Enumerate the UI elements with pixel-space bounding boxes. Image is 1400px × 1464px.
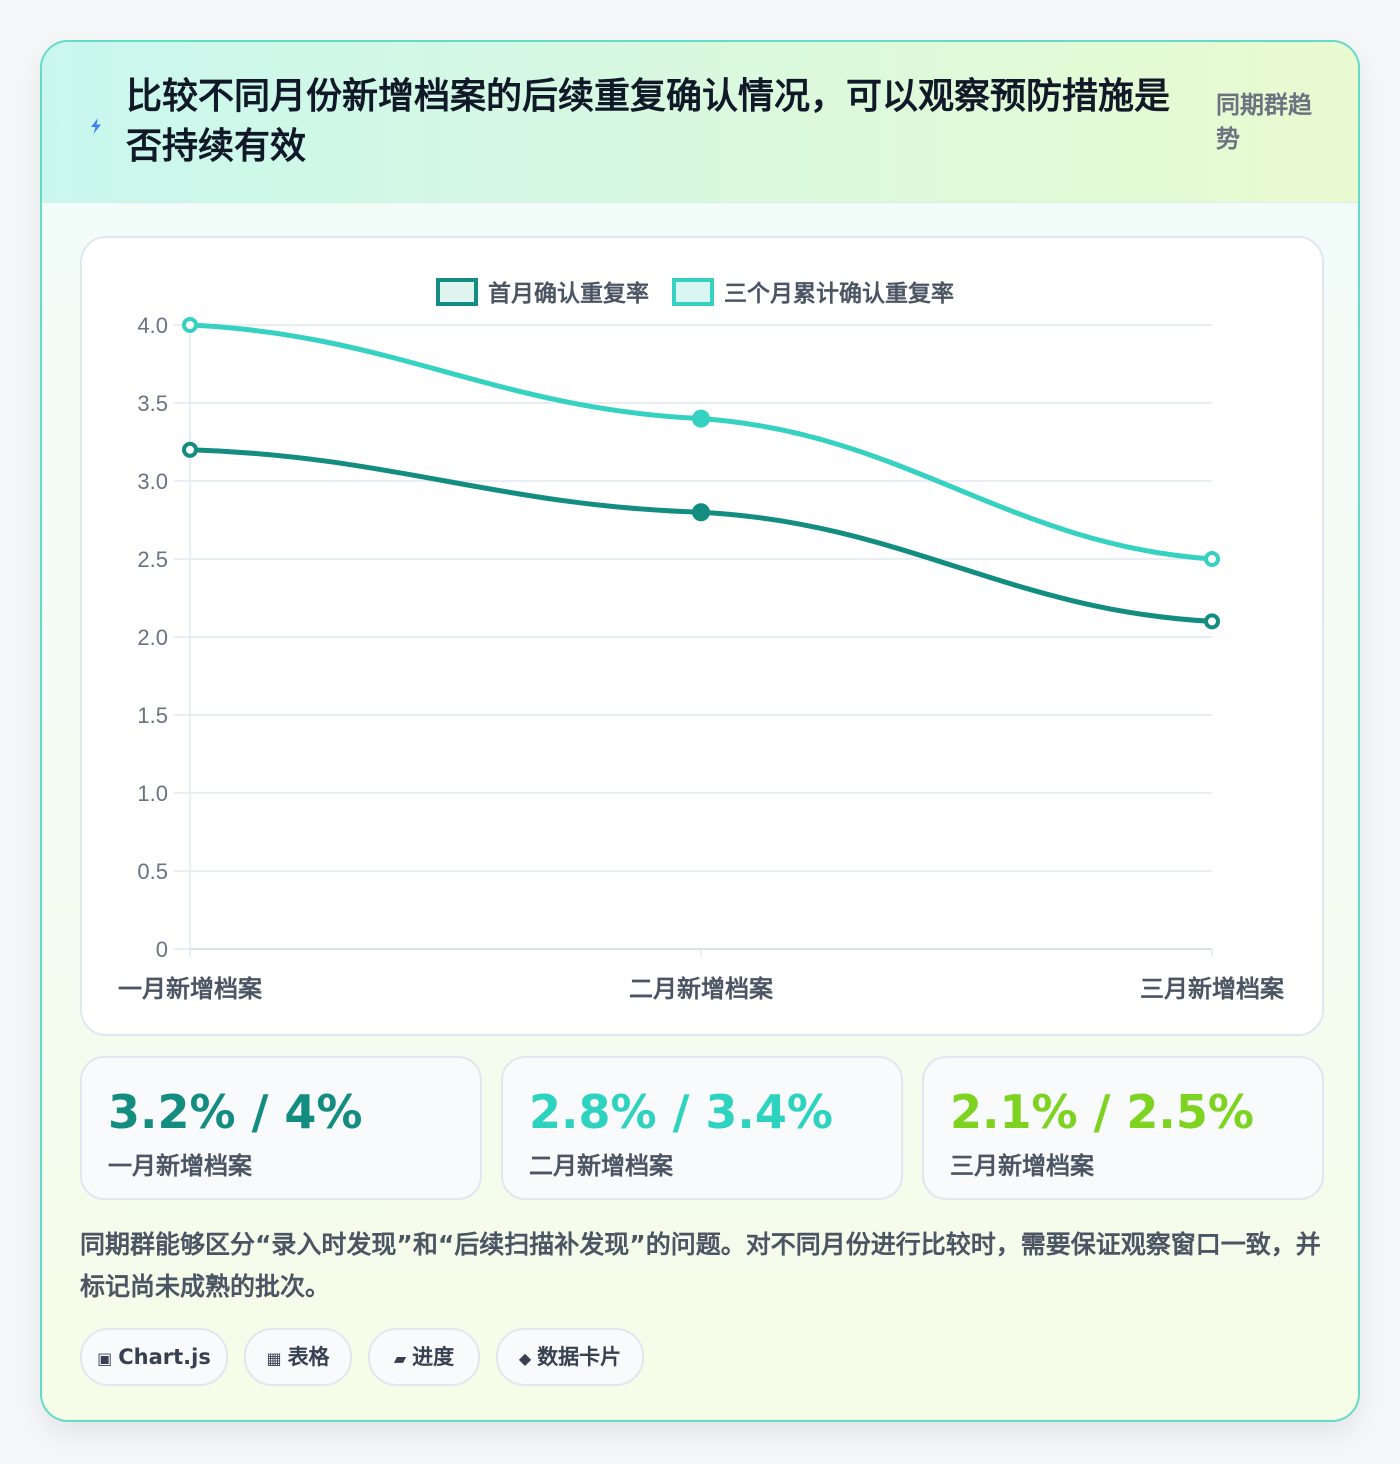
- stat-value: 2.1% / 2.5%: [950, 1085, 1254, 1139]
- description-text: 同期群能够区分“录入时发现”和“后续扫描补发现”的问题。对不同月份进行比较时，需…: [80, 1230, 1321, 1301]
- page-title: 比较不同月份新增档案的后续重复确认情况，可以观察预防措施是否持续有效: [126, 76, 1171, 167]
- stat-label: 三月新增档案: [950, 1152, 1094, 1180]
- stat-value: 2.8% / 3.4%: [529, 1085, 833, 1139]
- card-header: 比较不同月份新增档案的后续重复确认情况，可以观察预防措施是否持续有效 同期群趋势: [42, 42, 1358, 203]
- chip-label: Chart.js: [118, 1345, 211, 1369]
- data-point: [692, 409, 710, 428]
- y-tick-label: 1.5: [137, 703, 168, 728]
- table-icon: ▦: [266, 1349, 282, 1368]
- chart-container: 0 0.5 1.0 1.5 2.0 2.5 3.0 3.5 4.0 一月新增档案 二月新增档案 三月新…: [80, 236, 1324, 1036]
- chip-data-card[interactable]: ◆ 数据卡片: [496, 1328, 644, 1386]
- y-tick-label: 1.0: [137, 781, 168, 806]
- y-tick-label: 0: [156, 937, 168, 962]
- data-point: [1204, 613, 1220, 630]
- chip-chartjs[interactable]: ▣ Chart.js: [80, 1328, 228, 1386]
- stat-card-mar: 2.1% / 2.5% 三月新增档案: [922, 1056, 1324, 1200]
- chip-progress[interactable]: ▰ 进度: [368, 1328, 480, 1386]
- y-tick-label: 3.0: [137, 469, 168, 494]
- data-point: [1204, 551, 1220, 567]
- series-line-0: [187, 447, 1215, 624]
- chip-label: 数据卡片: [537, 1345, 622, 1369]
- legend-label: 三个月累计确认重复率: [724, 280, 954, 307]
- line-chart: 0 0.5 1.0 1.5 2.0 2.5 3.0 3.5 4.0 一月新增档案 二月新增档案 三月新…: [118, 278, 1285, 1003]
- progress-icon: ▰: [393, 1349, 407, 1368]
- y-tick-label: 2.5: [137, 547, 168, 572]
- chart-icon: ▣: [97, 1349, 113, 1368]
- stat-label: 一月新增档案: [108, 1152, 252, 1180]
- legend-label: 首月确认重复率: [488, 280, 649, 307]
- series-line-1: [187, 322, 1215, 562]
- stat-value: 3.2% / 4%: [108, 1085, 363, 1139]
- legend-swatch: [436, 278, 478, 306]
- stat-card-jan: 3.2% / 4% 一月新增档案: [80, 1056, 482, 1200]
- lightning-icon: [91, 118, 101, 134]
- y-tick-label: 3.5: [137, 391, 168, 416]
- chip-table[interactable]: ▦ 表格: [244, 1328, 352, 1386]
- data-point: [692, 503, 710, 522]
- stat-card-feb: 2.8% / 3.4% 二月新增档案: [501, 1056, 903, 1200]
- y-tick-label: 0.5: [137, 859, 168, 884]
- x-tick-label: 一月新增档案: [118, 975, 263, 1003]
- y-tick-label: 4.0: [137, 313, 168, 338]
- chip-label: 进度: [412, 1345, 455, 1369]
- cohort-card: 比较不同月份新增档案的后续重复确认情况，可以观察预防措施是否持续有效 同期群趋势…: [40, 40, 1360, 1422]
- data-point: [182, 441, 198, 458]
- data-point: [182, 317, 198, 333]
- chip-label: 表格: [287, 1345, 330, 1369]
- chart-tag: 同期群趋势: [1216, 91, 1312, 153]
- x-tick-label: 二月新增档案: [629, 975, 774, 1003]
- x-tick-label: 三月新增档案: [1140, 975, 1285, 1003]
- stat-label: 二月新增档案: [529, 1152, 673, 1180]
- diamond-icon: ◆: [518, 1349, 532, 1368]
- y-tick-label: 2.0: [137, 625, 168, 650]
- legend-swatch: [672, 278, 714, 306]
